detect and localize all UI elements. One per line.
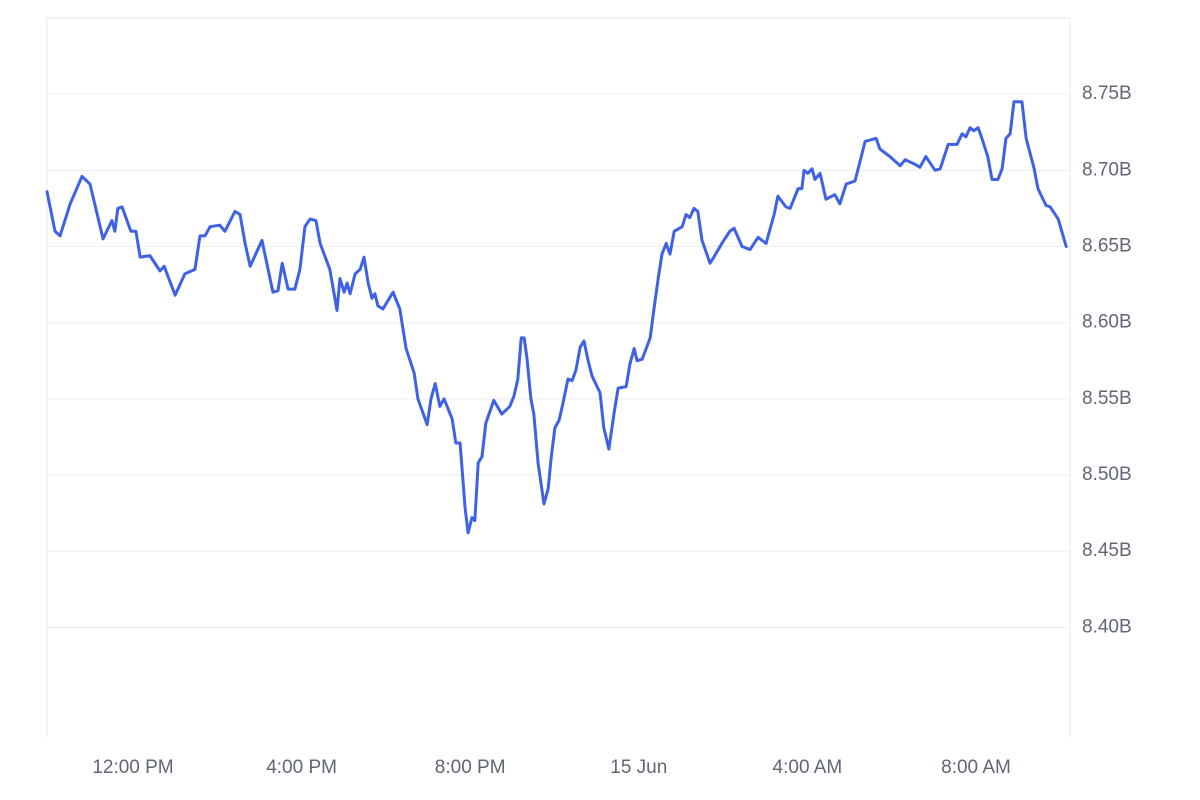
- y-tick-label: 8.50B: [1082, 464, 1132, 485]
- y-tick-label: 8.60B: [1082, 312, 1132, 333]
- x-tick-label: 4:00 PM: [266, 757, 337, 778]
- y-tick-label: 8.65B: [1082, 236, 1132, 257]
- x-tick-label: 4:00 AM: [773, 757, 843, 778]
- x-tick-label: 15 Jun: [610, 757, 667, 778]
- y-tick-label: 8.45B: [1082, 540, 1132, 561]
- y-tick-label: 8.70B: [1082, 159, 1132, 180]
- x-tick-label: 8:00 AM: [941, 757, 1011, 778]
- y-tick-label: 8.40B: [1082, 616, 1132, 637]
- y-tick-label: 8.75B: [1082, 83, 1132, 104]
- x-tick-label: 8:00 PM: [435, 757, 506, 778]
- price-line: [45, 100, 1068, 535]
- y-tick-label: 8.55B: [1082, 388, 1132, 409]
- x-tick-label: 12:00 PM: [92, 757, 173, 778]
